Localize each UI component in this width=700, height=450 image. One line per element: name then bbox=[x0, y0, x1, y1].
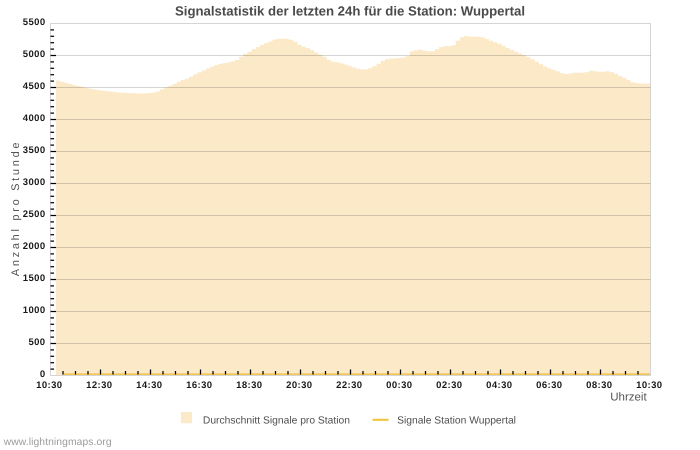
svg-text:00:30: 00:30 bbox=[386, 380, 412, 391]
svg-text:Signalstatistik der letzten 24: Signalstatistik der letzten 24h für die … bbox=[175, 4, 525, 19]
svg-text:08:30: 08:30 bbox=[586, 380, 612, 391]
svg-text:18:30: 18:30 bbox=[236, 380, 262, 391]
svg-text:2000: 2000 bbox=[23, 241, 46, 252]
svg-text:2500: 2500 bbox=[23, 209, 46, 220]
svg-text:10:30: 10:30 bbox=[36, 380, 62, 391]
svg-text:10:30: 10:30 bbox=[636, 380, 662, 391]
svg-text:www.lightningmaps.org: www.lightningmaps.org bbox=[3, 437, 112, 448]
svg-text:4500: 4500 bbox=[23, 81, 46, 92]
svg-text:14:30: 14:30 bbox=[136, 380, 162, 391]
svg-text:500: 500 bbox=[28, 337, 45, 348]
svg-text:16:30: 16:30 bbox=[186, 380, 212, 391]
svg-text:0: 0 bbox=[40, 369, 46, 380]
svg-text:3000: 3000 bbox=[23, 177, 46, 188]
svg-text:06:30: 06:30 bbox=[536, 380, 562, 391]
svg-text:20:30: 20:30 bbox=[286, 380, 312, 391]
svg-text:5500: 5500 bbox=[23, 17, 46, 28]
svg-text:02:30: 02:30 bbox=[436, 380, 462, 391]
svg-text:1500: 1500 bbox=[23, 273, 46, 284]
svg-text:5000: 5000 bbox=[23, 49, 46, 60]
svg-text:3500: 3500 bbox=[23, 145, 46, 156]
svg-text:4000: 4000 bbox=[23, 113, 46, 124]
svg-text:Durchschnitt Signale pro Stati: Durchschnitt Signale pro Station bbox=[203, 416, 350, 427]
svg-text:Signale Station Wuppertal: Signale Station Wuppertal bbox=[397, 416, 516, 427]
svg-text:12:30: 12:30 bbox=[86, 380, 112, 391]
svg-text:Anzahl pro Stunde: Anzahl pro Stunde bbox=[10, 140, 22, 276]
svg-text:04:30: 04:30 bbox=[486, 380, 512, 391]
svg-text:1000: 1000 bbox=[23, 305, 46, 316]
svg-text:Uhrzeit: Uhrzeit bbox=[610, 391, 647, 403]
svg-text:22:30: 22:30 bbox=[336, 380, 362, 391]
